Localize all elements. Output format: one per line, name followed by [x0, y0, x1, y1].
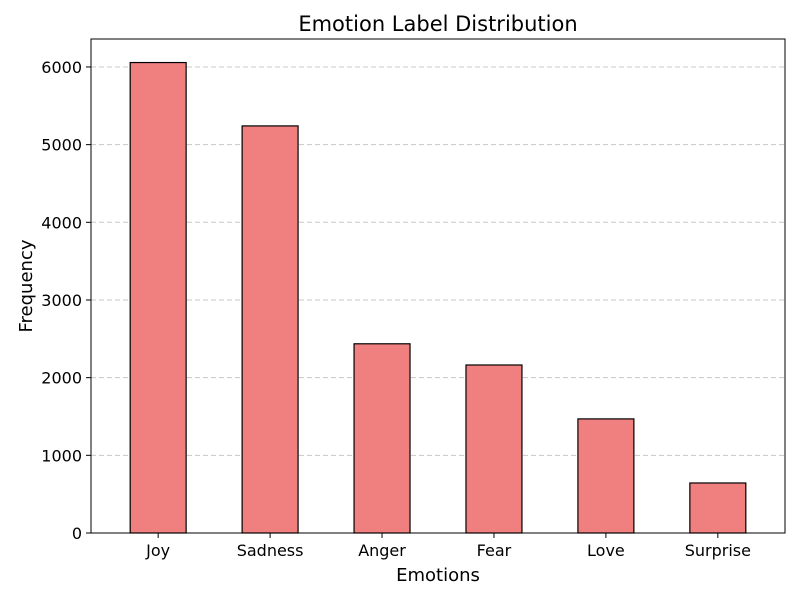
y-tick-label: 2000	[41, 369, 82, 388]
bar-fear	[465, 364, 523, 534]
bar-anger	[353, 343, 411, 534]
x-tick-label: Anger	[358, 541, 406, 560]
plot-frame	[90, 38, 786, 534]
x-tick-label: Surprise	[685, 541, 751, 560]
bars	[129, 61, 747, 534]
chart-title: Emotion Label Distribution	[298, 12, 577, 36]
y-tick-label: 6000	[41, 58, 82, 77]
gridlines	[91, 66, 785, 534]
bar-surprise	[689, 482, 747, 534]
y-axis-ticks: 0 1000 2000 3000 4000 5000 6000	[41, 58, 91, 543]
bar-joy	[129, 61, 187, 534]
bar-sadness	[241, 125, 299, 534]
y-tick-label: 3000	[41, 291, 82, 310]
x-axis-title: Emotions	[396, 565, 480, 586]
x-tick-label: Joy	[145, 541, 170, 560]
x-axis-ticks: Joy Sadness Anger Fear Love Surprise	[145, 533, 751, 560]
y-tick-label: 0	[72, 524, 82, 543]
y-axis-title: Frequency	[16, 239, 37, 332]
y-tick-label: 1000	[41, 446, 82, 465]
y-tick-label: 5000	[41, 136, 82, 155]
x-tick-label: Fear	[477, 541, 512, 560]
y-tick-label: 4000	[41, 213, 82, 232]
x-tick-label: Sadness	[237, 541, 304, 560]
x-tick-label: Love	[587, 541, 625, 560]
bar-love	[577, 418, 635, 534]
